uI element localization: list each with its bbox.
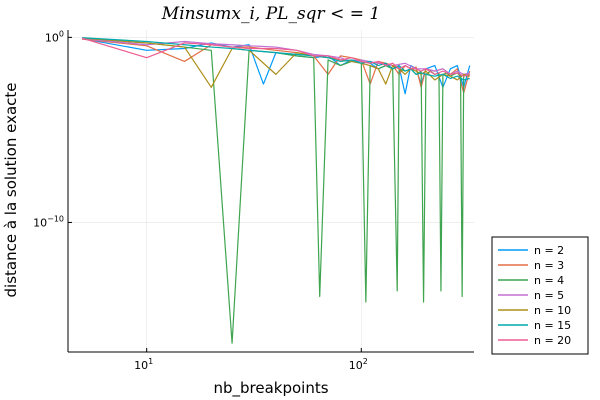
plot-axes [67,30,474,353]
series-line-3 [82,38,470,75]
series-line-5 [82,37,470,81]
legend-label-6: n = 20 [534,334,571,347]
legend-label-3: n = 5 [534,289,564,302]
y-axis-label: distance à la solution exacte [2,83,20,298]
chart-title: Minsumx_i, PL_sqr < = 1 [161,4,380,24]
series-line-6 [81,37,470,77]
legend-label-5: n = 15 [534,319,571,332]
x-axis-label: nb_breakpoints [213,379,328,398]
legend-label-2: n = 4 [534,274,564,287]
legend-label-1: n = 3 [534,259,564,272]
legend: n = 2 n = 3 n = 4 n = 5 n = 10 n = 15 n = 20 [491,236,589,355]
legend-label-4: n = 10 [534,304,571,317]
series-layer [81,37,471,344]
legend-label-0: n = 2 [534,244,564,257]
